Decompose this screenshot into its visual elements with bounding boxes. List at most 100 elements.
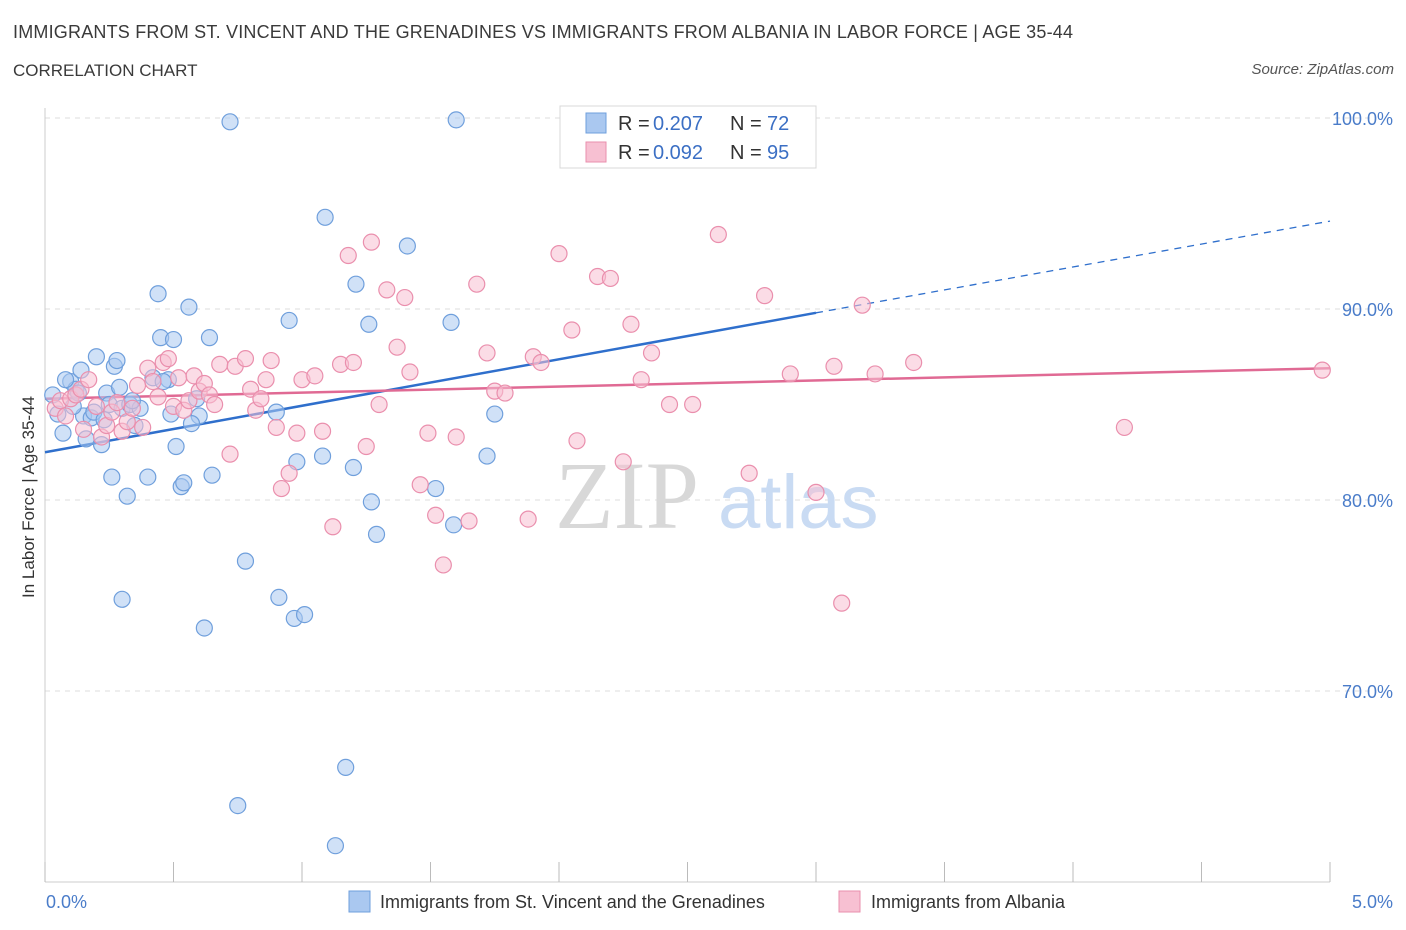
data-point-albania <box>853 296 871 314</box>
data-point-albania <box>401 363 419 381</box>
data-point-st-vincent <box>427 479 445 498</box>
data-point-albania <box>257 371 275 389</box>
data-point-st-vincent <box>180 298 198 316</box>
data-point-albania <box>108 393 126 412</box>
data-point-albania <box>267 418 285 437</box>
data-point-st-vincent <box>118 487 136 505</box>
data-point-st-vincent <box>167 437 185 456</box>
data-point-albania <box>339 246 357 265</box>
data-point-st-vincent <box>113 590 131 608</box>
data-point-albania <box>144 372 162 391</box>
data-points <box>44 111 1331 855</box>
data-point-albania <box>313 422 332 440</box>
data-point-albania <box>324 518 342 536</box>
data-point-albania <box>434 556 452 574</box>
data-point-albania <box>288 424 306 442</box>
data-point-st-vincent <box>398 237 416 255</box>
x-tick-label: 0.0% <box>46 892 87 912</box>
chart-title: IMMIGRANTS FROM ST. VINCENT AND THE GREN… <box>13 22 1074 42</box>
data-point-albania <box>614 453 632 471</box>
data-point-albania <box>236 350 255 368</box>
trend-line-st-vincent <box>44 311 817 454</box>
watermark: ZIP atlas <box>555 442 879 549</box>
data-point-st-vincent <box>280 311 298 330</box>
legend-r-value-2: 0.092 <box>653 142 703 164</box>
data-point-albania <box>1115 418 1134 437</box>
data-point-albania <box>206 395 224 414</box>
data-point-albania <box>740 464 758 482</box>
data-point-st-vincent <box>360 315 378 333</box>
legend-r-label-1: R = <box>618 113 650 135</box>
data-point-albania <box>622 315 640 333</box>
data-point-st-vincent <box>164 330 183 349</box>
data-point-albania <box>370 395 388 414</box>
data-point-albania <box>411 476 429 494</box>
data-point-st-vincent <box>236 552 255 570</box>
data-point-albania <box>378 281 396 299</box>
data-point-st-vincent <box>313 447 332 465</box>
legend-n-value-1: 72 <box>767 113 789 135</box>
data-point-albania <box>632 371 650 389</box>
legend-swatch-pink <box>585 141 607 163</box>
data-point-albania <box>905 353 923 372</box>
legend-swatch-blue <box>585 112 607 134</box>
y-tick-label: 70.0% <box>1342 682 1393 702</box>
data-point-st-vincent <box>445 516 463 534</box>
data-point-st-vincent <box>337 758 355 777</box>
data-point-st-vincent <box>347 275 365 293</box>
data-point-albania <box>550 245 568 263</box>
trend-line-st-vincent-extension <box>815 220 1331 314</box>
data-point-albania <box>419 424 437 442</box>
y-tick-label: 100.0% <box>1332 109 1393 129</box>
data-point-st-vincent <box>108 351 126 370</box>
data-point-albania <box>866 365 884 383</box>
data-point-albania <box>447 428 465 446</box>
data-point-st-vincent <box>316 208 334 226</box>
data-point-st-vincent <box>175 474 193 492</box>
data-point-albania <box>642 344 661 362</box>
data-point-st-vincent <box>203 466 221 484</box>
data-point-albania <box>221 445 239 463</box>
data-point-albania <box>532 353 550 372</box>
bottom-legend-label-pink: Immigrants from Albania <box>871 892 1066 912</box>
chart-subtitle: CORRELATION CHART <box>13 61 198 80</box>
data-point-st-vincent <box>56 371 75 389</box>
data-point-albania <box>478 344 496 362</box>
data-point-albania <box>755 287 774 305</box>
y-axis-label: In Labor Force | Age 35-44 <box>19 396 38 598</box>
data-point-albania <box>56 407 75 425</box>
data-point-albania <box>660 395 679 414</box>
data-point-st-vincent <box>200 329 219 347</box>
data-point-albania <box>519 510 537 528</box>
legend: R = 0.207 N = 72 R = 0.092 N = 95 <box>559 105 817 169</box>
legend-r-label-2: R = <box>618 142 650 164</box>
data-point-albania <box>159 350 177 368</box>
data-point-albania <box>149 388 167 406</box>
data-point-albania <box>563 321 581 339</box>
data-point-albania <box>781 365 799 383</box>
data-point-st-vincent <box>139 468 157 486</box>
data-point-st-vincent <box>442 313 460 331</box>
data-point-st-vincent <box>87 348 106 366</box>
data-point-albania <box>252 390 270 408</box>
axes: 70.0% 80.0% 90.0% 100.0% 0.0% 5.0% <box>44 108 1393 912</box>
data-point-st-vincent <box>229 796 247 815</box>
bottom-legend-swatch-pink <box>838 890 861 913</box>
data-point-albania <box>80 371 98 389</box>
data-point-albania <box>128 376 147 394</box>
bottom-legend-swatch-blue <box>348 890 371 913</box>
data-point-albania <box>262 351 280 370</box>
data-point-albania <box>709 225 727 244</box>
data-point-albania <box>496 384 514 402</box>
trend-lines <box>44 220 1331 454</box>
legend-r-value-1: 0.207 <box>653 113 703 135</box>
bottom-legend: Immigrants from St. Vincent and the Gren… <box>348 890 1066 913</box>
data-point-albania <box>825 357 843 375</box>
data-point-albania <box>211 355 229 373</box>
data-point-st-vincent <box>195 619 213 637</box>
data-point-st-vincent <box>344 458 362 477</box>
data-point-st-vincent <box>326 837 345 855</box>
data-point-albania <box>427 506 445 524</box>
data-point-albania <box>123 399 141 417</box>
data-point-st-vincent <box>182 415 201 433</box>
